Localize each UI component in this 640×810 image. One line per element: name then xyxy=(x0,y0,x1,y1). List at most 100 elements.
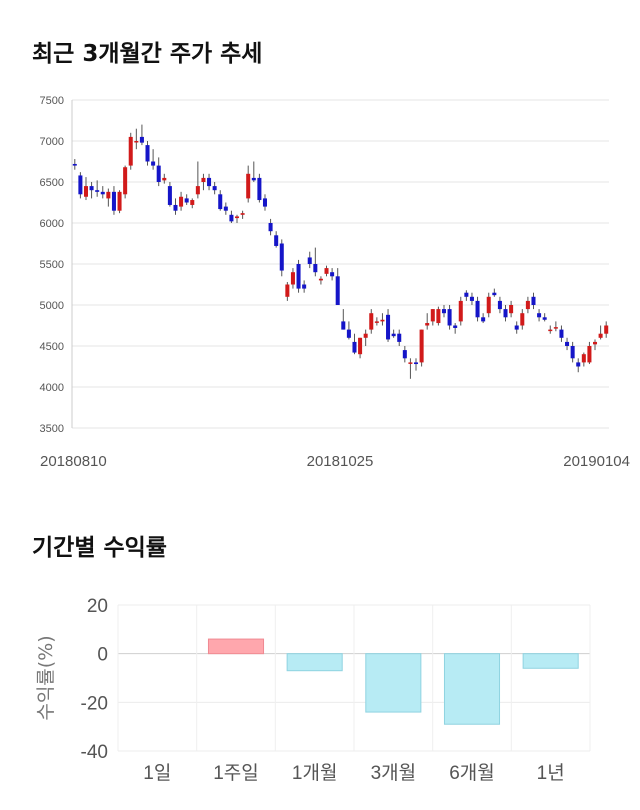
candle-down xyxy=(257,178,261,200)
candle-down xyxy=(308,257,312,264)
y-tick-label: 6500 xyxy=(40,177,64,189)
candle-down xyxy=(470,297,474,301)
candle-up xyxy=(509,305,513,313)
candle-up xyxy=(431,309,435,321)
candle-down xyxy=(347,330,351,338)
candle-up xyxy=(380,320,384,322)
candle-up xyxy=(364,334,368,338)
x-tick-label: 6개월 xyxy=(449,762,495,784)
candle-up xyxy=(179,197,183,207)
candle-up xyxy=(325,268,329,274)
candle-up xyxy=(520,313,524,325)
y-tick-label: 6000 xyxy=(40,218,64,230)
candle-down xyxy=(280,244,284,271)
candle-up xyxy=(134,141,138,143)
chart-title-price-trend: 최근 3개월간 주가 추세 xyxy=(32,34,262,68)
candle-up xyxy=(123,167,127,194)
candle-down xyxy=(297,264,301,289)
candle-down xyxy=(151,162,155,166)
y-tick-label: 20 xyxy=(87,596,108,617)
y-axis-label: 수익률(%) xyxy=(35,635,57,720)
candle-down xyxy=(207,178,211,186)
candle-up xyxy=(235,216,239,218)
bar-negative xyxy=(287,654,342,671)
candle-down xyxy=(576,362,580,366)
candle-up xyxy=(408,362,412,364)
x-tick-label: 20190104 xyxy=(563,453,630,470)
candle-down xyxy=(157,166,161,182)
candle-up xyxy=(554,327,558,329)
candle-down xyxy=(101,192,105,194)
y-tick-label: -20 xyxy=(81,693,108,714)
candle-down xyxy=(448,309,452,325)
candle-down xyxy=(492,293,496,295)
candle-down xyxy=(504,309,508,317)
y-tick-label: 7500 xyxy=(40,95,64,107)
candle-down xyxy=(263,198,267,206)
x-tick-label: 20181025 xyxy=(307,453,374,470)
bar-negative xyxy=(523,654,578,669)
candle-down xyxy=(442,309,446,313)
candle-up xyxy=(526,301,530,309)
candle-down xyxy=(73,164,77,166)
candle-down xyxy=(224,207,228,211)
candle-down xyxy=(341,321,345,329)
x-tick-label: 1년 xyxy=(537,762,565,784)
candle-down xyxy=(218,194,222,209)
x-tick-label: 20180810 xyxy=(40,453,107,470)
period-returns-bar-chart: 20 0 -20 -40 1일 1주일 1개월 3개월 6개월 1년 수익률(%) xyxy=(0,590,640,805)
y-tick-label: 3500 xyxy=(40,423,64,435)
candle-up xyxy=(201,178,205,182)
candle-down xyxy=(336,276,340,305)
candle-down xyxy=(140,137,144,143)
candle-up xyxy=(548,330,552,332)
candle-down xyxy=(146,145,150,161)
candle-down xyxy=(543,317,547,319)
candle-down xyxy=(330,272,334,276)
candle-up xyxy=(118,192,122,211)
bar-negative xyxy=(366,654,421,712)
candle-down xyxy=(213,186,217,190)
candle-down xyxy=(252,178,256,180)
x-tick-label: 1개월 xyxy=(292,762,338,784)
candle-down xyxy=(403,350,407,358)
candle-up xyxy=(420,330,424,363)
y-tick-label: 4500 xyxy=(40,341,64,353)
candle-down xyxy=(185,198,189,202)
candle-up xyxy=(436,309,440,323)
candle-down xyxy=(302,285,306,289)
x-tick-label: 3개월 xyxy=(371,762,417,784)
price-candlestick-chart: 7500 7000 6500 6000 5500 5000 4500 4000 3500 2018… xyxy=(0,80,640,500)
chart-title-period-returns: 기간별 수익률 xyxy=(32,528,167,562)
candle-up xyxy=(190,200,194,205)
candle-up xyxy=(241,213,245,215)
candle-up xyxy=(291,272,295,284)
bar-positive xyxy=(208,639,263,654)
candle-down xyxy=(386,315,390,340)
bar-negative xyxy=(444,654,499,725)
candle-down xyxy=(90,186,94,190)
x-tick-label: 1일 xyxy=(143,762,171,784)
candle-down xyxy=(78,175,82,194)
candle-up xyxy=(599,334,603,338)
candle-up xyxy=(285,285,289,297)
candle-up xyxy=(487,297,491,313)
candle-down xyxy=(269,223,273,231)
y-tick-label: 5000 xyxy=(40,300,64,312)
candle-down xyxy=(537,313,541,317)
candle-down xyxy=(498,301,502,309)
candle-down xyxy=(559,330,563,338)
candle-up xyxy=(459,301,463,322)
candle-up xyxy=(604,326,608,334)
candle-up xyxy=(319,279,323,281)
candle-down xyxy=(173,205,177,211)
candle-up xyxy=(196,186,200,194)
candle-up xyxy=(162,178,166,180)
candle-up xyxy=(375,321,379,323)
candle-down xyxy=(453,326,457,328)
candle-down xyxy=(229,215,233,222)
candle-up xyxy=(369,313,373,329)
candle-up xyxy=(129,137,133,166)
y-tick-label: 4000 xyxy=(40,382,64,394)
x-tick-label: 1주일 xyxy=(213,762,259,784)
